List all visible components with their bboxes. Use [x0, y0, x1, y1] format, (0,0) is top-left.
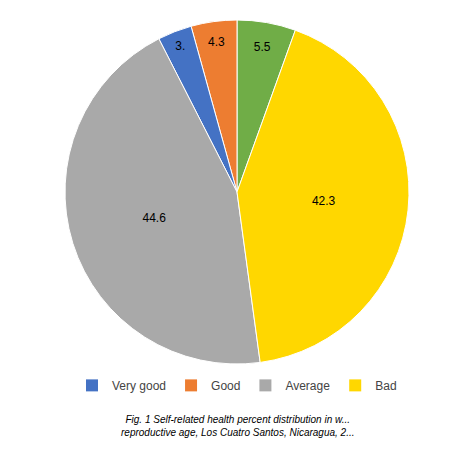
- svg-text:Very good: Very good: [112, 379, 166, 393]
- svg-text:3.: 3.: [175, 39, 185, 53]
- svg-text:Bad: Bad: [375, 379, 396, 393]
- svg-text:Good: Good: [211, 379, 240, 393]
- svg-text:5.5: 5.5: [254, 40, 271, 54]
- svg-text:4.3: 4.3: [208, 35, 225, 49]
- svg-text:42.3: 42.3: [312, 194, 336, 208]
- svg-text:Average: Average: [285, 379, 330, 393]
- svg-text:Fig. 1 Self-related health per: Fig. 1 Self-related health percent distr…: [121, 414, 354, 438]
- svg-text:44.6: 44.6: [143, 211, 167, 225]
